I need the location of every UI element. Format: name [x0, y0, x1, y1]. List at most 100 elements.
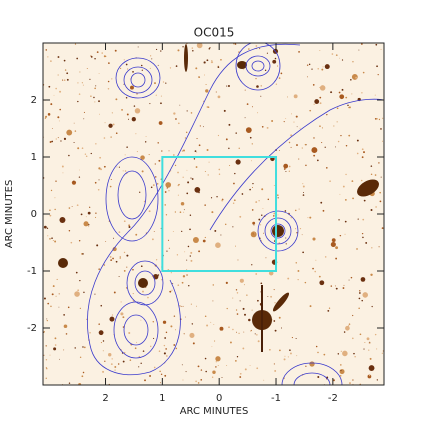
source: [136, 341, 138, 343]
source: [152, 320, 155, 323]
source: [154, 82, 156, 85]
source: [126, 266, 128, 268]
bright-source: [184, 44, 188, 72]
source: [244, 117, 246, 119]
source: [162, 320, 167, 324]
source: [138, 366, 140, 368]
source: [338, 219, 340, 221]
source: [226, 307, 228, 310]
source: [186, 192, 189, 195]
source: [131, 117, 136, 122]
source: [148, 153, 150, 156]
source: [324, 146, 326, 148]
source: [315, 259, 317, 261]
source: [116, 166, 118, 168]
source: [368, 365, 375, 371]
source: [260, 224, 262, 226]
source: [356, 152, 359, 155]
source: [249, 364, 251, 366]
source: [172, 231, 174, 233]
source: [98, 330, 104, 336]
source: [264, 69, 267, 72]
source: [339, 375, 342, 377]
source: [83, 221, 89, 227]
source: [308, 63, 311, 66]
source: [211, 211, 214, 214]
source: [160, 95, 162, 97]
source: [181, 364, 183, 366]
source: [249, 136, 252, 139]
source: [215, 242, 221, 249]
source: [217, 134, 220, 137]
source: [307, 217, 309, 219]
x-axis-label: ARC MINUTES: [180, 406, 249, 417]
source: [261, 214, 263, 216]
source: [345, 96, 348, 99]
source: [239, 376, 242, 378]
source: [235, 132, 237, 134]
source: [324, 256, 327, 258]
source: [299, 228, 302, 230]
source: [68, 207, 71, 209]
source: [314, 99, 320, 104]
source: [141, 69, 143, 71]
source: [216, 196, 218, 198]
source: [150, 345, 152, 348]
source: [128, 226, 131, 229]
source: [306, 76, 308, 78]
source: [251, 309, 253, 311]
source: [277, 197, 279, 199]
source: [255, 78, 257, 80]
source: [318, 275, 321, 278]
source: [248, 48, 250, 50]
source: [179, 211, 182, 214]
source: [330, 91, 333, 94]
source: [144, 379, 146, 382]
source: [232, 297, 234, 299]
source: [215, 91, 217, 93]
source: [111, 314, 114, 316]
source: [182, 275, 186, 278]
source: [78, 93, 81, 95]
source: [206, 149, 209, 151]
source: [88, 226, 90, 228]
source: [128, 224, 131, 227]
source: [242, 347, 245, 350]
source: [321, 141, 323, 144]
source: [311, 68, 313, 70]
source: [178, 183, 180, 186]
source: [233, 182, 235, 185]
source: [235, 309, 238, 311]
source: [63, 137, 67, 140]
source: [319, 87, 321, 89]
source: [120, 312, 124, 316]
source: [63, 79, 66, 82]
source: [137, 46, 139, 48]
source: [353, 352, 355, 355]
source: [119, 256, 121, 258]
source: [182, 379, 184, 381]
source: [319, 125, 321, 128]
source: [280, 72, 283, 75]
source: [365, 242, 368, 244]
source: [77, 147, 80, 150]
source: [197, 382, 200, 384]
source: [50, 60, 52, 62]
source: [169, 290, 172, 293]
source: [79, 307, 81, 309]
source: [321, 68, 324, 71]
source: [135, 133, 137, 135]
source: [163, 352, 166, 355]
source: [126, 254, 129, 257]
source: [334, 146, 336, 148]
source: [94, 101, 96, 103]
source: [251, 106, 253, 108]
source: [174, 329, 176, 331]
source: [236, 331, 238, 333]
source: [317, 375, 320, 378]
source: [217, 95, 221, 99]
y-tick-label: -2: [27, 323, 37, 334]
source: [302, 251, 304, 254]
source: [358, 49, 360, 51]
source: [195, 166, 198, 168]
